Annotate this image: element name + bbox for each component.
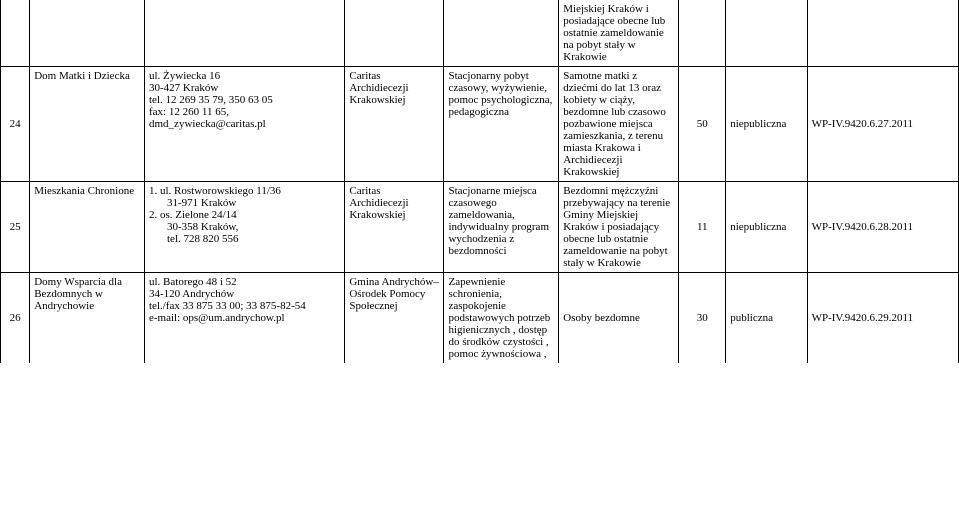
cell-blank — [345, 0, 444, 67]
cell-org: Caritas Archidiecezji Krakowskiej — [345, 67, 444, 182]
cell-capacity: 30 — [679, 273, 726, 364]
table-row: 26 Domy Wsparcia dla Bezdomnych w Andryc… — [1, 273, 959, 364]
row-num: 26 — [1, 273, 30, 364]
table-row: 25 Mieszkania Chronione 1. ul. Rostworow… — [1, 182, 959, 273]
cell-services: Stacjonarny pobyt czasowy, wyżywienie, p… — [444, 67, 559, 182]
cell-services: Zapewnienie schronienia, zaspokojenie po… — [444, 273, 559, 364]
list-line: 30-358 Kraków, — [149, 221, 340, 233]
cell-blank — [807, 0, 958, 67]
cell-address: ul. Batorego 48 i 52 34-120 Andrychów te… — [145, 273, 345, 364]
cell-blank — [145, 0, 345, 67]
cell-target: Bezdomni mężczyźni przebywający na teren… — [559, 182, 679, 273]
cell-blank — [1, 0, 30, 67]
list-line: 1. ul. Rostworowskiego 11/36 — [149, 185, 340, 197]
cell-services: Stacjonarne miejsca czasowego zameldowan… — [444, 182, 559, 273]
cell-type: niepubliczna — [726, 67, 807, 182]
cell-capacity: 50 — [679, 67, 726, 182]
cell-ref: WP-IV.9420.6.28.2011 — [807, 182, 958, 273]
cell-ref: WP-IV.9420.6.29.2011 — [807, 273, 958, 364]
cell-ref: WP-IV.9420.6.27.2011 — [807, 67, 958, 182]
row-num: 24 — [1, 67, 30, 182]
cell-name: Domy Wsparcia dla Bezdomnych w Andrychow… — [30, 273, 145, 364]
row-num: 25 — [1, 182, 30, 273]
cell-org: Caritas Archidiecezji Krakowskiej — [345, 182, 444, 273]
cell-blank — [30, 0, 145, 67]
cell-target: Osoby bezdomne — [559, 273, 679, 364]
cell-blank — [726, 0, 807, 67]
list-line: tel. 728 820 556 — [149, 233, 340, 245]
cell-address: 1. ul. Rostworowskiego 11/36 31-971 Krak… — [145, 182, 345, 273]
cell-name: Mieszkania Chronione — [30, 182, 145, 273]
table-row: 24 Dom Matki i Dziecka ul. Żywiecka 16 3… — [1, 67, 959, 182]
list-line: 31-971 Kraków — [149, 197, 340, 209]
cell-top-c6: Miejskiej Kraków i posiadające obecne lu… — [559, 0, 679, 67]
continuation-row: Miejskiej Kraków i posiadające obecne lu… — [1, 0, 959, 67]
cell-type: niepubliczna — [726, 182, 807, 273]
cell-target: Samotne matki z dziećmi do lat 13 oraz k… — [559, 67, 679, 182]
cell-blank — [679, 0, 726, 67]
cell-blank — [444, 0, 559, 67]
cell-name: Dom Matki i Dziecka — [30, 67, 145, 182]
cell-org: Gmina Andrychów– Ośrodek Pomocy Społeczn… — [345, 273, 444, 364]
cell-type: publiczna — [726, 273, 807, 364]
list-line: 2. os. Zielone 24/14 — [149, 209, 340, 221]
cell-capacity: 11 — [679, 182, 726, 273]
data-table: Miejskiej Kraków i posiadające obecne lu… — [0, 0, 959, 363]
cell-address: ul. Żywiecka 16 30-427 Kraków tel. 12 26… — [145, 67, 345, 182]
